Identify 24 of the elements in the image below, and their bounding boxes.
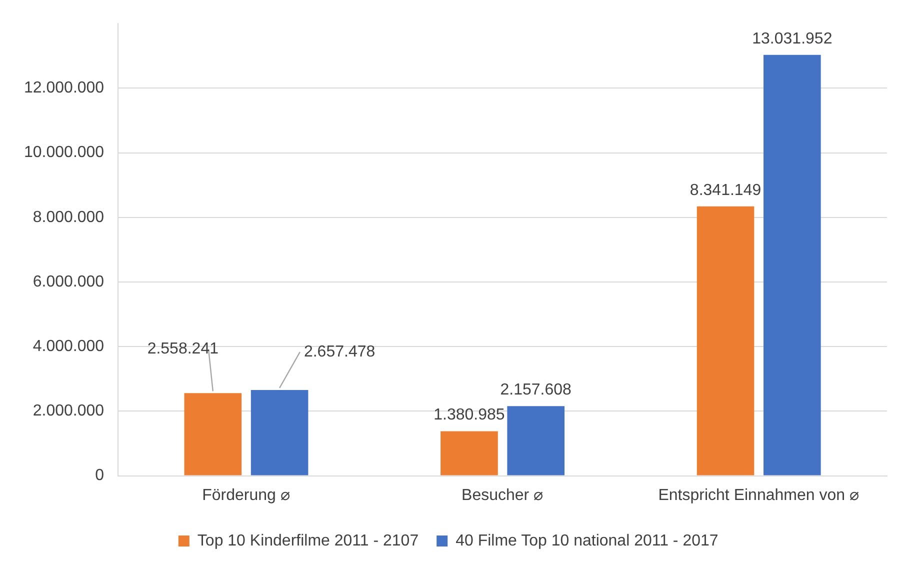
y-tick-label: 8.000.000 bbox=[32, 208, 104, 226]
data-label: 2.558.241 bbox=[147, 340, 219, 358]
bar bbox=[250, 390, 308, 476]
bar bbox=[440, 431, 498, 476]
data-label: 2.157.608 bbox=[500, 382, 572, 399]
legend-label: Top 10 Kinderfilme 2011 - 2107 bbox=[197, 532, 419, 550]
bar bbox=[184, 393, 242, 476]
x-tick-label: Förderung ⌀ bbox=[202, 486, 290, 504]
bar bbox=[764, 54, 821, 476]
bar bbox=[696, 206, 754, 476]
bar bbox=[507, 406, 565, 476]
x-tick-label: Besucher ⌀ bbox=[462, 486, 544, 504]
y-tick-label: 12.000.000 bbox=[24, 80, 104, 97]
y-tick-label: 10.000.000 bbox=[24, 144, 104, 162]
y-tick-label: 6.000.000 bbox=[32, 273, 104, 290]
x-tick-label: Entspricht Einnahmen von ⌀ bbox=[658, 486, 860, 504]
data-label: 2.657.478 bbox=[304, 343, 376, 360]
y-tick-label: 2.000.000 bbox=[32, 402, 104, 420]
legend-label: 40 Filme Top 10 national 2011 - 2017 bbox=[456, 532, 718, 550]
data-label: 1.380.985 bbox=[434, 406, 505, 424]
data-label: 13.031.952 bbox=[752, 30, 832, 48]
y-tick-label: 0 bbox=[95, 467, 104, 484]
y-tick-label: 4.000.000 bbox=[32, 338, 104, 356]
data-label: 8.341.149 bbox=[690, 182, 762, 199]
